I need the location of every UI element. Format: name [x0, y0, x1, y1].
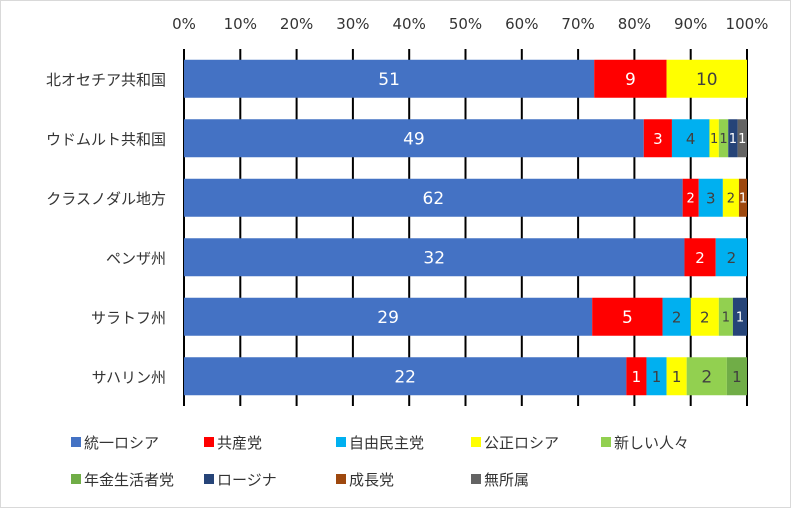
data-label: 10 [696, 70, 718, 90]
bar-segment [709, 119, 719, 158]
legend-label: 統一ロシア [84, 434, 159, 452]
data-label: 2 [701, 368, 712, 388]
bar-segment [682, 178, 699, 217]
bar-segment [737, 119, 747, 158]
bar-segment [184, 178, 683, 217]
category-label: ウドムルト共和国 [46, 130, 166, 148]
legend-swatch [336, 437, 346, 447]
bar-segment [726, 357, 747, 396]
legend-label: 自由民主党 [349, 434, 424, 452]
data-label: 62 [423, 189, 445, 209]
data-label: 1 [738, 132, 746, 147]
legend-swatch [471, 437, 481, 447]
legend-label: 無所属 [484, 471, 529, 489]
category-label: サハリン州 [92, 368, 166, 386]
x-tick-label: 40% [393, 15, 426, 33]
bar-segment [184, 119, 644, 158]
bar-segment [184, 59, 595, 98]
data-label: 1 [672, 368, 682, 386]
x-tick-label: 20% [280, 15, 313, 33]
data-label: 5 [622, 308, 633, 328]
bar-segment [594, 59, 667, 98]
x-tick-label: 50% [449, 15, 482, 33]
bar-segment [592, 297, 663, 336]
data-label: 51 [378, 70, 400, 90]
data-label: 29 [377, 308, 399, 328]
data-label: 1 [729, 132, 737, 147]
bar-segment [738, 178, 747, 217]
data-label: 1 [632, 368, 642, 386]
data-label: 1 [739, 192, 747, 207]
bar-segment [666, 59, 747, 98]
data-label: 1 [719, 132, 727, 147]
bar-segment [722, 178, 739, 217]
legend-label: 年金生活者党 [84, 471, 174, 489]
data-label: 22 [394, 368, 416, 388]
bar-segment [690, 297, 719, 336]
x-tick-label: 80% [618, 15, 651, 33]
bar-segment [718, 119, 729, 158]
legend-swatch [204, 437, 214, 447]
bar-segment [646, 357, 667, 396]
x-tick-label: 90% [674, 15, 707, 33]
data-label: 2 [672, 308, 682, 326]
data-label: 32 [423, 249, 445, 269]
legend-label: 共産党 [217, 434, 262, 452]
data-label: 1 [736, 311, 744, 326]
data-label: 1 [732, 368, 742, 386]
x-tick-label: 30% [336, 15, 369, 33]
category-label: 北オセチア共和国 [46, 71, 166, 89]
data-label: 2 [700, 308, 710, 326]
legend-label: 成長党 [349, 471, 394, 489]
data-label: 4 [686, 130, 696, 148]
bar-segment [184, 357, 627, 396]
x-tick-label: 100% [726, 15, 769, 33]
data-label: 3 [653, 130, 663, 148]
bar-segment [728, 119, 738, 158]
bar-segment [662, 297, 691, 336]
bar-segment [718, 297, 733, 336]
legend-swatch [71, 474, 81, 484]
bar-segment [732, 297, 747, 336]
bar-segment [666, 357, 687, 396]
legend-swatch [71, 437, 81, 447]
bar-segment [184, 238, 685, 277]
legend-swatch [204, 474, 214, 484]
data-label: 1 [652, 368, 662, 386]
category-label: ペンザ州 [106, 249, 166, 267]
legend-swatch [336, 474, 346, 484]
x-tick-label: 10% [224, 15, 257, 33]
legend-swatch [471, 474, 481, 484]
x-tick-label: 60% [505, 15, 538, 33]
legend-label: ロージナ [217, 471, 277, 489]
bar-segment [626, 357, 647, 396]
data-label: 2 [727, 249, 737, 267]
data-label: 49 [403, 130, 425, 150]
data-label: 2 [695, 249, 705, 267]
data-label: 2 [687, 192, 695, 207]
category-label: サラトフ州 [91, 309, 166, 327]
x-tick-label: 70% [561, 15, 594, 33]
bar-segment [686, 357, 727, 396]
bar-segment [643, 119, 672, 158]
bar-segment [698, 178, 723, 217]
bar-segment [684, 238, 716, 277]
category-label: クラスノダル地方 [46, 190, 166, 208]
data-label: 1 [722, 311, 730, 326]
legend-swatch [601, 437, 611, 447]
data-label: 2 [727, 192, 735, 207]
legend-label: 新しい人々 [614, 434, 689, 452]
bar-segment [184, 297, 593, 336]
legend-label: 公正ロシア [484, 434, 559, 452]
data-label: 9 [625, 70, 636, 90]
data-label: 3 [706, 189, 716, 207]
data-label: 1 [710, 132, 718, 147]
bar-segment [671, 119, 710, 158]
bar-segment [715, 238, 747, 277]
x-tick-label: 0% [172, 15, 196, 33]
